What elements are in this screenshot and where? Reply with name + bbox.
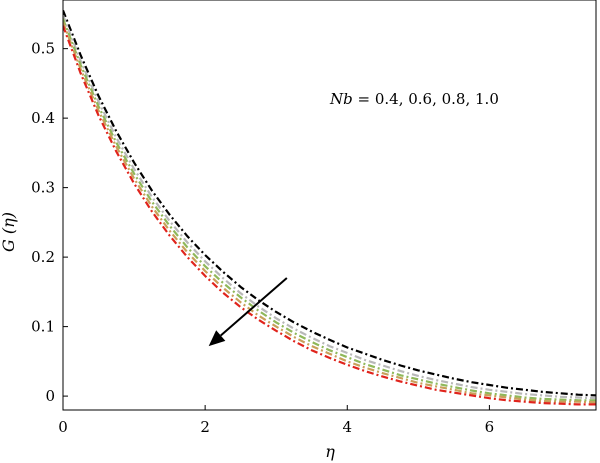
arrow-shaft — [220, 277, 288, 337]
series-line-5 — [63, 25, 596, 406]
y-axis-label: G (η) — [0, 212, 18, 252]
x-tick-label: 0 — [58, 418, 68, 436]
x-tick-label: 4 — [342, 418, 352, 436]
y-tick-label: 0.3 — [31, 179, 55, 197]
series-line-3 — [63, 18, 596, 402]
x-tick-label: 2 — [200, 418, 210, 436]
series-line-1 — [63, 9, 596, 397]
y-tick-label: 0.5 — [31, 40, 55, 58]
series-line-2 — [63, 14, 596, 400]
trend-arrow — [208, 277, 288, 347]
y-tick-label: 0.1 — [31, 318, 55, 336]
x-axis-label: η — [325, 442, 335, 461]
curves — [63, 9, 596, 406]
annotation: Nb = 0.4, 0.6, 0.8, 1.0 — [329, 90, 499, 108]
x-axis: 0 2 4 6 — [58, 405, 494, 436]
y-tick-label: 0.4 — [31, 109, 55, 127]
y-tick-label: 0.2 — [31, 248, 55, 266]
y-tick-label: 0 — [45, 387, 55, 405]
arrow-head — [208, 330, 226, 347]
x-tick-label: 6 — [485, 418, 495, 436]
plot-frame — [62, 0, 597, 411]
series-line-4 — [63, 21, 596, 404]
y-axis: 0 0.1 0.2 0.3 0.4 0.5 — [31, 40, 68, 405]
